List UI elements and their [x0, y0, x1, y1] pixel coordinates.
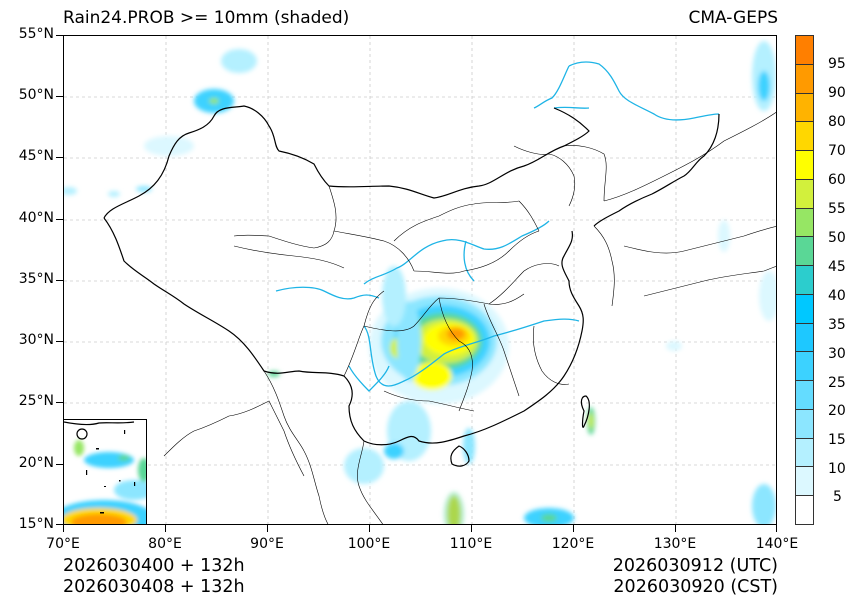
colorbar-segment	[796, 352, 813, 382]
y-tick-label: 15°N	[18, 516, 54, 532]
colorbar-label: 30	[828, 346, 846, 362]
colorbar-segment	[796, 237, 813, 267]
colorbar-label: 10	[828, 461, 846, 477]
model-name: CMA-GEPS	[688, 8, 778, 28]
x-tick-label: 140°E	[755, 536, 799, 552]
colorbar-label: 90	[828, 85, 846, 101]
valid-time-block: 2026030912 (UTC) 2026030920 (CST)	[613, 556, 778, 598]
y-tick	[56, 464, 63, 466]
valid-time-utc: 2026030912 (UTC)	[612, 556, 778, 576]
colorbar-segment	[796, 409, 813, 439]
init-time-block: 2026030400 + 132h 2026030408 + 132h	[63, 556, 245, 598]
y-tick-label: 20°N	[18, 455, 54, 471]
inset-map	[64, 421, 146, 524]
colorbar-label: 35	[828, 317, 846, 333]
y-tick-label: 25°N	[18, 393, 54, 409]
colorbar-label: 60	[828, 172, 846, 188]
x-tick	[369, 525, 371, 532]
valid-time-cst: 2026030920 (CST)	[613, 577, 778, 597]
south-china-sea-inset	[63, 419, 147, 525]
y-tick	[56, 524, 63, 526]
x-tick	[675, 525, 677, 532]
init-time-utc: 2026030400 + 132h	[63, 556, 245, 576]
y-tick	[56, 341, 63, 343]
chart-title: Rain24.PROB >= 10mm (shaded)	[63, 8, 350, 28]
x-tick	[165, 525, 167, 532]
init-time-cst: 2026030408 + 132h	[63, 577, 245, 597]
colorbar-segment	[796, 179, 813, 209]
colorbar-label: 40	[828, 288, 846, 304]
x-tick-label: 120°E	[551, 536, 595, 552]
x-tick	[471, 525, 473, 532]
y-tick	[56, 157, 63, 159]
colorbar-segment	[796, 323, 813, 353]
colorbar-segment	[796, 496, 813, 525]
colorbar-segment	[796, 266, 813, 295]
provincial-borders	[163, 111, 776, 524]
colorbar-segment	[796, 381, 813, 410]
y-tick	[56, 402, 63, 404]
x-tick	[267, 525, 269, 532]
y-tick-label: 35°N	[18, 271, 54, 287]
y-tick	[56, 35, 63, 37]
colorbar-segment	[796, 208, 813, 238]
y-tick-label: 30°N	[18, 332, 54, 348]
rivers	[275, 61, 720, 392]
colorbar	[795, 35, 814, 525]
colorbar-label: 5	[833, 489, 842, 505]
x-tick-label: 90°E	[250, 536, 284, 552]
y-tick	[56, 280, 63, 282]
colorbar-label: 70	[828, 143, 846, 159]
colorbar-label: 55	[828, 201, 846, 217]
x-tick	[776, 525, 778, 532]
y-tick-label: 40°N	[18, 210, 54, 226]
x-tick-label: 100°E	[347, 536, 391, 552]
colorbar-label: 50	[828, 230, 846, 246]
colorbar-segment	[796, 36, 813, 65]
x-tick	[573, 525, 575, 532]
colorbar-segment	[796, 438, 813, 468]
precipitation-map	[64, 36, 776, 524]
colorbar-segment	[796, 93, 813, 123]
colorbar-segment	[796, 64, 813, 94]
colorbar-segment	[796, 467, 813, 497]
x-tick-label: 80°E	[148, 536, 182, 552]
probability-shading	[64, 41, 776, 524]
colorbar-label: 95	[828, 56, 846, 72]
x-tick-label: 70°E	[46, 536, 80, 552]
x-tick	[63, 525, 65, 532]
colorbar-segment	[796, 122, 813, 152]
x-tick-label: 130°E	[653, 536, 697, 552]
colorbar-label: 20	[828, 403, 846, 419]
colorbar-segment	[796, 294, 813, 324]
y-tick-label: 55°N	[18, 26, 54, 42]
map-plot-area	[63, 35, 777, 525]
y-tick	[56, 96, 63, 98]
colorbar-label: 45	[828, 259, 846, 275]
y-tick	[56, 219, 63, 221]
x-tick-label: 110°E	[449, 536, 493, 552]
colorbar-label: 15	[828, 432, 846, 448]
y-tick-label: 45°N	[18, 148, 54, 164]
colorbar-segment	[796, 151, 813, 180]
colorbar-label: 25	[828, 375, 846, 391]
y-tick-label: 50°N	[18, 87, 54, 103]
colorbar-label: 80	[828, 114, 846, 130]
